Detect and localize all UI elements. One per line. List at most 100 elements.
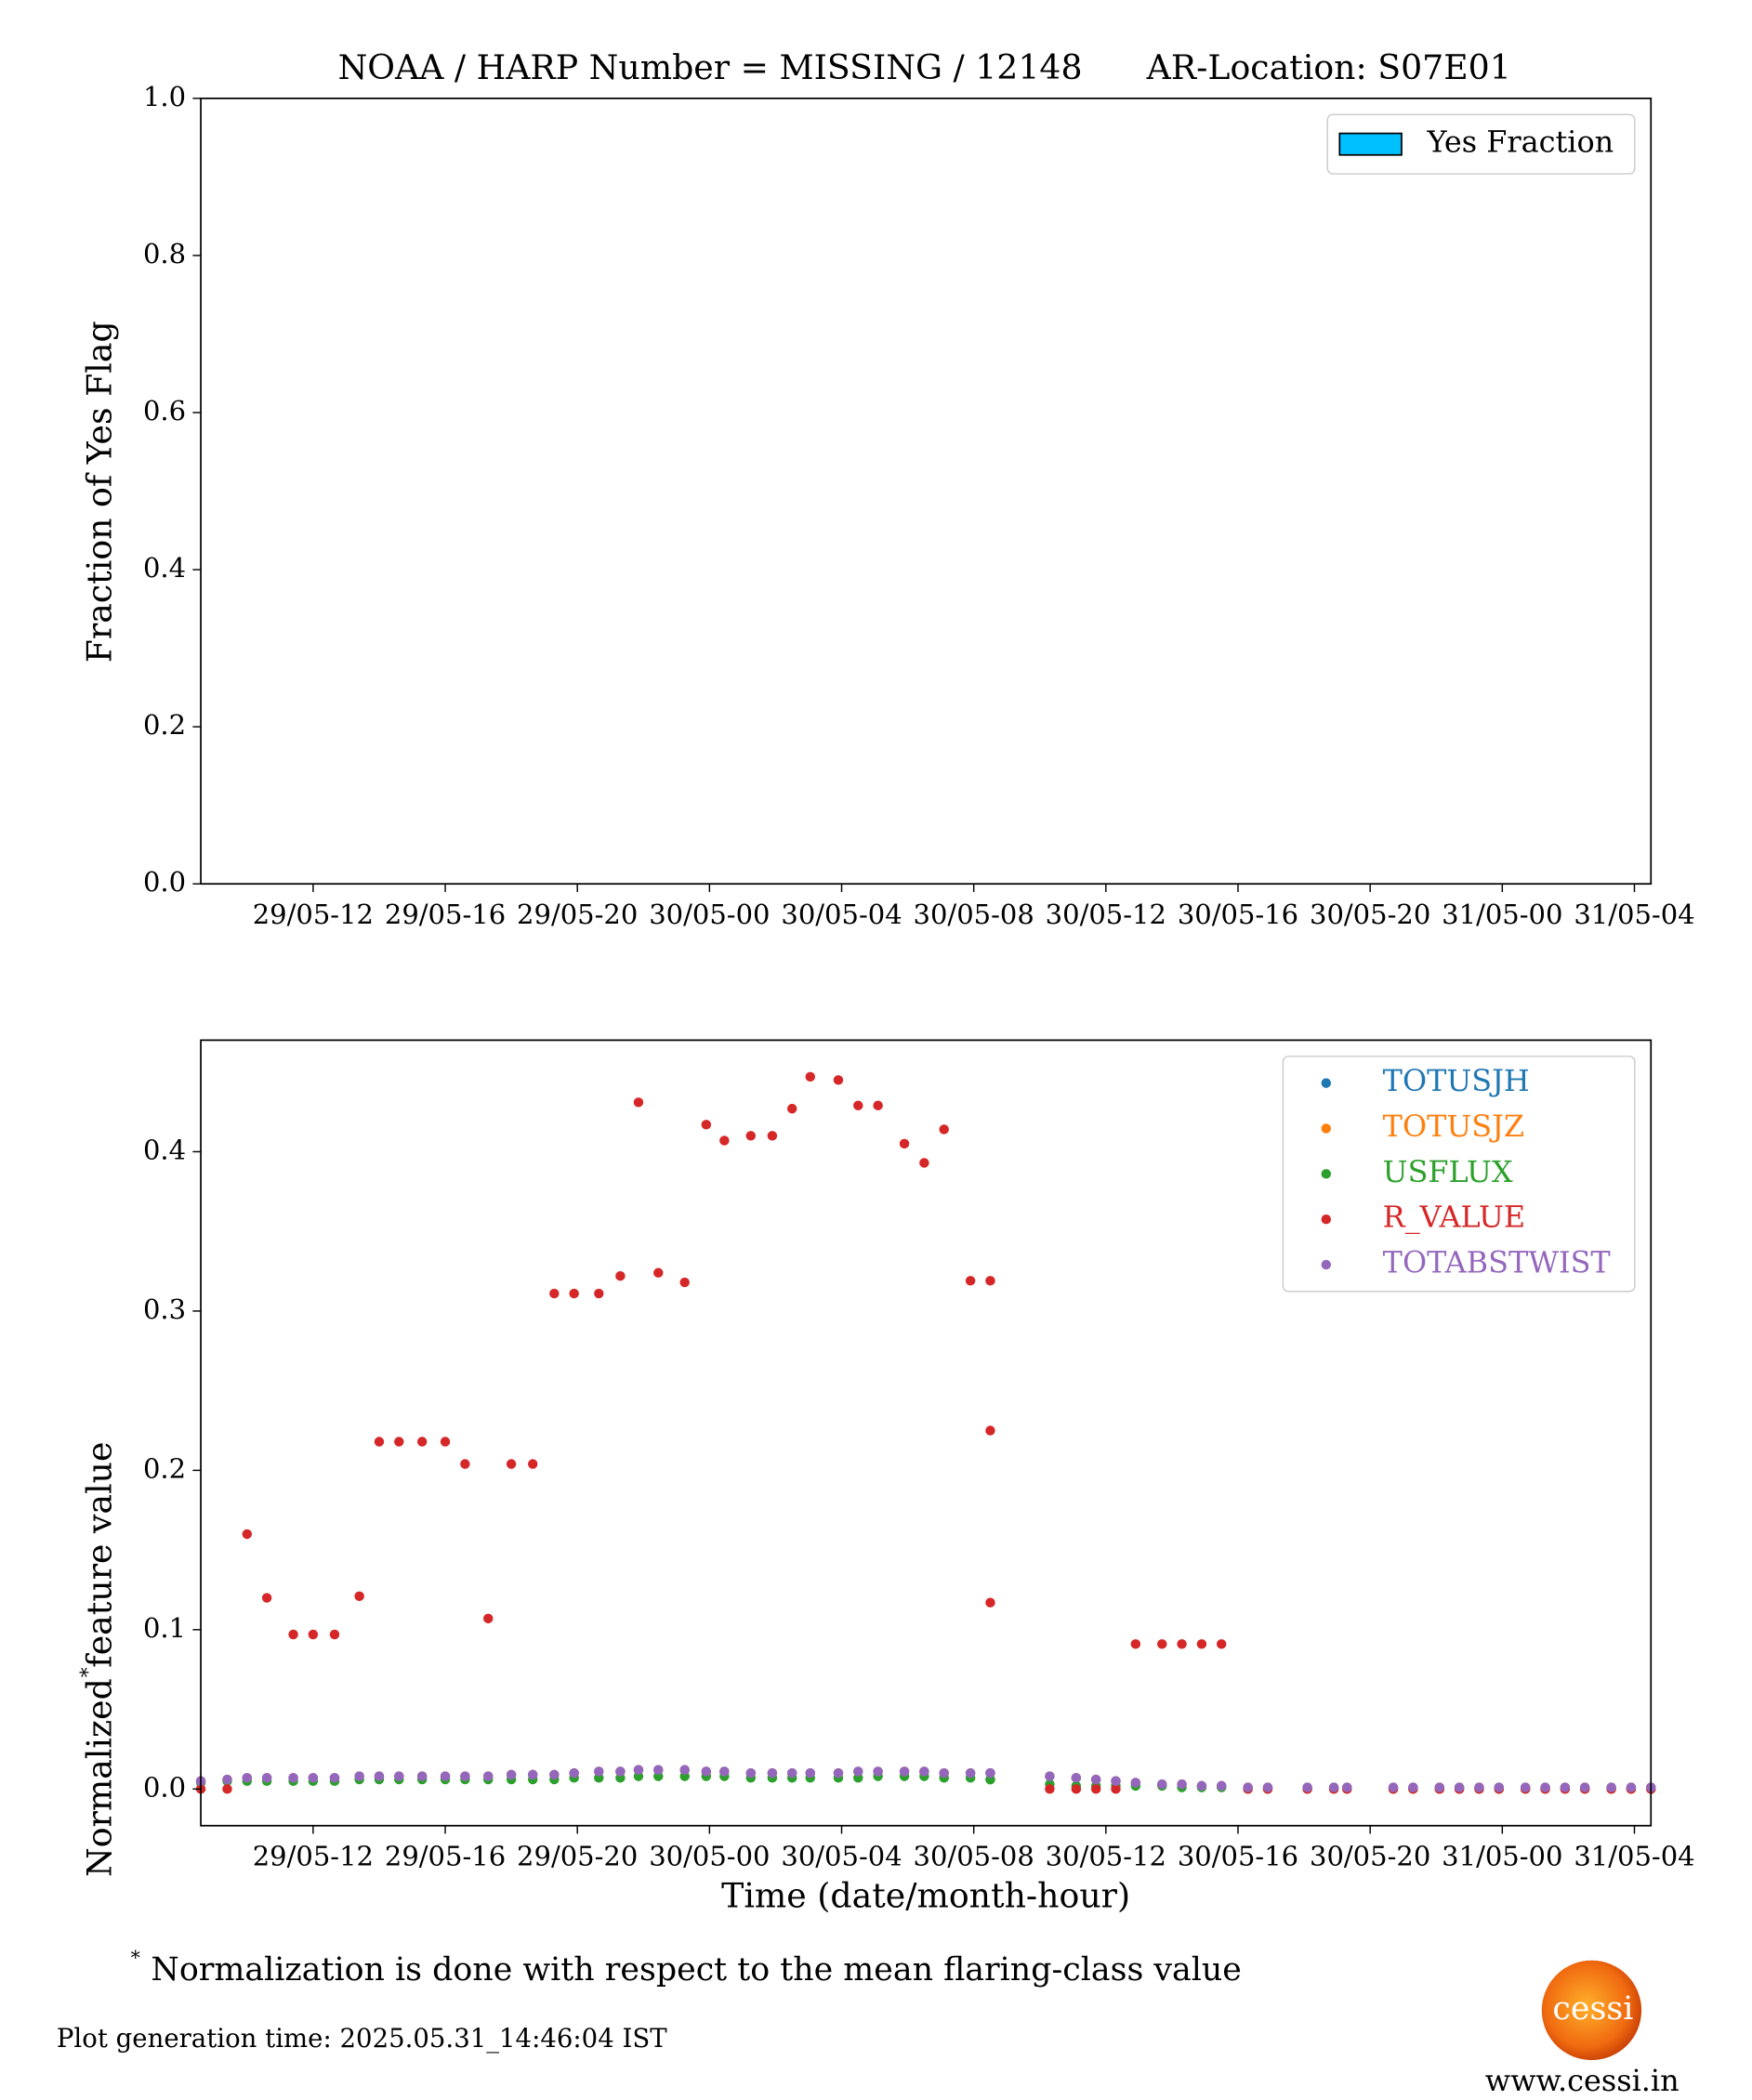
scatter-point: [288, 1629, 298, 1640]
scatter-point: [569, 1288, 579, 1299]
scatter-point: [594, 1766, 604, 1777]
x-tick-label: 30/05-00: [649, 899, 770, 930]
scatter-point: [1388, 1782, 1399, 1792]
legend-label: TOTABSTWIST: [1383, 1245, 1611, 1280]
scatter-point: [261, 1593, 272, 1603]
legend-label: TOTUSJH: [1383, 1063, 1530, 1098]
scatter-point: [549, 1769, 560, 1780]
footnote: Normalization is done with respect to th…: [151, 1951, 1242, 1988]
scatter-point: [1328, 1782, 1339, 1792]
legend-swatch: [1338, 132, 1403, 156]
scatter-point: [873, 1100, 883, 1110]
x-tick-label: 29/05-20: [517, 1841, 638, 1872]
scatter-point: [374, 1437, 385, 1447]
scatter-point: [633, 1097, 644, 1108]
scatter-point: [1217, 1780, 1227, 1792]
scatter-point: [939, 1767, 949, 1778]
scatter-point: [615, 1270, 626, 1281]
scatter-point: [394, 1437, 404, 1447]
scatter-point: [506, 1459, 517, 1469]
x-tick-label: 30/05-04: [781, 899, 902, 930]
scatter-point: [786, 1767, 797, 1778]
scatter-point: [1090, 1774, 1101, 1785]
legend-label: R_VALUE: [1383, 1200, 1525, 1235]
y-axis-label-marker: *: [77, 1667, 100, 1677]
scatter-point: [833, 1075, 844, 1085]
scatter-point: [719, 1135, 730, 1146]
y-tick-label: 0.0: [143, 866, 186, 898]
scatter-point: [329, 1629, 340, 1640]
scatter-point: [1494, 1782, 1504, 1792]
y-axis-label: Fraction of Yes Flag: [80, 321, 120, 663]
scatter-point: [1130, 1778, 1141, 1788]
x-tick-label: 30/05-12: [1046, 1841, 1166, 1872]
x-tick-label: 30/05-16: [1178, 1841, 1298, 1872]
scatter-point: [965, 1276, 976, 1286]
legend-box: [1282, 1056, 1636, 1293]
scatter-point: [261, 1773, 272, 1783]
scatter-point: [354, 1771, 364, 1781]
scatter-point: [569, 1767, 579, 1778]
scatter-point: [1520, 1782, 1531, 1792]
scatter-point: [288, 1773, 298, 1783]
scatter-point: [899, 1766, 910, 1777]
x-tick-label: 29/05-16: [385, 1841, 506, 1872]
scatter-point: [1434, 1782, 1445, 1792]
scatter-point: [354, 1591, 364, 1602]
scatter-point: [965, 1767, 976, 1778]
scatter-point: [985, 1425, 995, 1436]
scatter-point: [308, 1773, 319, 1783]
scatter-point: [416, 1437, 428, 1447]
scatter-point: [1071, 1784, 1082, 1794]
scatter-point: [1579, 1782, 1590, 1792]
scatter-point: [1540, 1782, 1550, 1792]
scatter-point: [440, 1437, 451, 1447]
x-tick-label: 29/05-12: [253, 899, 374, 930]
x-tick-label: 30/05-08: [914, 1841, 1034, 1872]
x-tick-label: 31/05-04: [1574, 899, 1694, 930]
plot-frame: [200, 1039, 1653, 1827]
y-tick-label: 0.1: [143, 1612, 186, 1644]
scatter-point: [1302, 1782, 1312, 1792]
scatter-point: [1217, 1639, 1227, 1649]
scatter-point: [1111, 1776, 1121, 1786]
scatter-point: [1157, 1639, 1167, 1649]
footnote-marker: *: [131, 1947, 140, 1969]
scatter-point: [460, 1771, 470, 1781]
scatter-point: [1071, 1773, 1082, 1783]
scatter-point: [679, 1765, 690, 1775]
scatter-point: [767, 1131, 778, 1141]
scatter-point: [701, 1120, 712, 1130]
y-tick-label: 0.0: [143, 1771, 186, 1803]
generation-time: Plot generation time: 2025.05.31_14:46:0…: [57, 2024, 667, 2054]
scatter-point: [853, 1766, 863, 1777]
y-tick-label: 0.4: [143, 552, 186, 584]
scatter-point: [1130, 1639, 1141, 1649]
scatter-point: [919, 1766, 929, 1777]
scatter-point: [919, 1158, 929, 1168]
x-tick-label: 29/05-16: [385, 899, 506, 930]
scatter-point: [549, 1288, 560, 1299]
logo-text: cessi: [1552, 1990, 1633, 2028]
scatter-point: [374, 1771, 385, 1781]
scatter-point: [899, 1138, 910, 1149]
scatter-point: [1177, 1639, 1187, 1649]
scatter-point: [719, 1766, 730, 1777]
scatter-point: [222, 1774, 232, 1785]
scatter-point: [394, 1771, 404, 1781]
y-tick-label: 0.3: [143, 1293, 186, 1325]
scatter-point: [985, 1276, 995, 1286]
logo-url: www.cessi.in: [1485, 2063, 1680, 2098]
scatter-point: [1045, 1771, 1055, 1781]
scatter-point: [1454, 1782, 1465, 1792]
x-tick-label: 30/05-20: [1310, 1841, 1430, 1872]
scatter-point: [1196, 1639, 1207, 1649]
scatter-point: [1262, 1782, 1273, 1792]
y-tick-label: 0.4: [143, 1134, 186, 1165]
scatter-point: [653, 1267, 664, 1278]
x-tick-label: 31/05-04: [1574, 1841, 1694, 1872]
scatter-point: [786, 1103, 797, 1114]
chart-title: NOAA / HARP Number = MISSING / 12148 AR-…: [338, 47, 1511, 87]
logo: [1541, 1960, 1642, 2061]
